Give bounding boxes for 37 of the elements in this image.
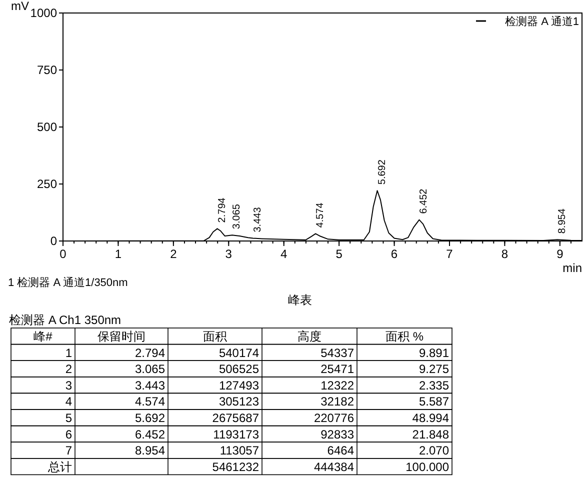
x-tick-label: 8 (501, 247, 508, 261)
annotation: 6.452 (418, 188, 430, 214)
y-tick-label: 250 (36, 177, 58, 192)
text: 1 2.794 540174 54337 9.891 (65, 346, 449, 360)
x-tick-label: 7 (446, 247, 454, 261)
x-tick-label: 9 (556, 247, 564, 261)
x-tick-label: 5 (336, 247, 343, 261)
legend-label: 检测器 A 通道1 (505, 15, 579, 28)
y-tick-label: 0 (50, 234, 58, 248)
x-tick-label: 6 (390, 247, 398, 261)
x-tick-label: 3 (225, 247, 232, 261)
annotation: 3.443 (252, 206, 264, 232)
x-tick-label: 2 (170, 247, 178, 261)
text: 3 3.443 127493 12322 2.335 (65, 378, 449, 392)
annotation: 5.692 (376, 159, 388, 185)
annotation: 4.574 (315, 202, 326, 228)
text: 2 3.065 506525 25471 9.275 (65, 362, 449, 376)
text: 检测器 A Ch1 350nm (9, 313, 122, 327)
y-tick-label: 750 (36, 63, 58, 78)
text: 4 4.574 305123 32182 5.587 (65, 394, 449, 409)
annotation: 2.794 (216, 197, 228, 223)
text: 1 检测器 A 通道1/350nm (8, 276, 128, 289)
text: 总计 5461232 444384 100.000 (48, 460, 449, 474)
x-axis-title: min (562, 261, 582, 275)
x-tick-label: 0 (60, 247, 67, 261)
y-tick-label: 500 (36, 120, 58, 134)
text: 7 8.954 113057 6464 2.070 (65, 444, 449, 458)
text: 6 6.452 1193173 92833 21.848 (65, 427, 449, 442)
text: 峰# 保留时间 面积 高度 面积 % (34, 330, 424, 344)
annotation: 3.065 (232, 204, 243, 230)
x-tick-label: 1 (114, 247, 122, 261)
y-axis-title: mV (11, 0, 29, 13)
x-tick-label: 4 (280, 247, 288, 261)
text: 峰表 (288, 293, 312, 307)
annotation: 8.954 (556, 208, 568, 234)
y-tick-label: 1000 (30, 6, 58, 20)
text: 5 5.692 2675687 220776 48.994 (65, 411, 449, 425)
